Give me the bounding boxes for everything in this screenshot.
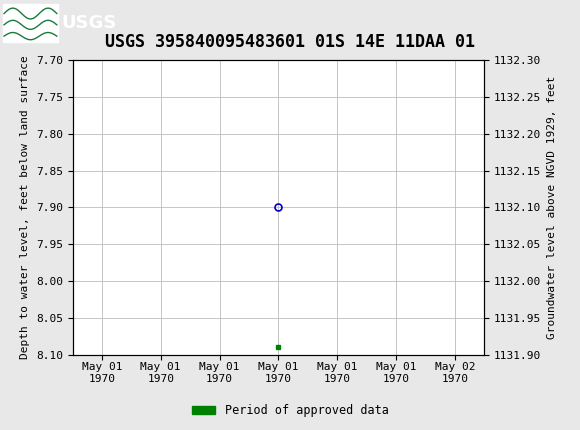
- Legend: Period of approved data: Period of approved data: [187, 399, 393, 422]
- Y-axis label: Groundwater level above NGVD 1929, feet: Groundwater level above NGVD 1929, feet: [547, 76, 557, 339]
- Bar: [3, 3, 58, 42]
- Text: USGS 395840095483601 01S 14E 11DAA 01: USGS 395840095483601 01S 14E 11DAA 01: [105, 33, 475, 51]
- Y-axis label: Depth to water level, feet below land surface: Depth to water level, feet below land su…: [20, 55, 30, 359]
- Text: USGS: USGS: [61, 14, 116, 31]
